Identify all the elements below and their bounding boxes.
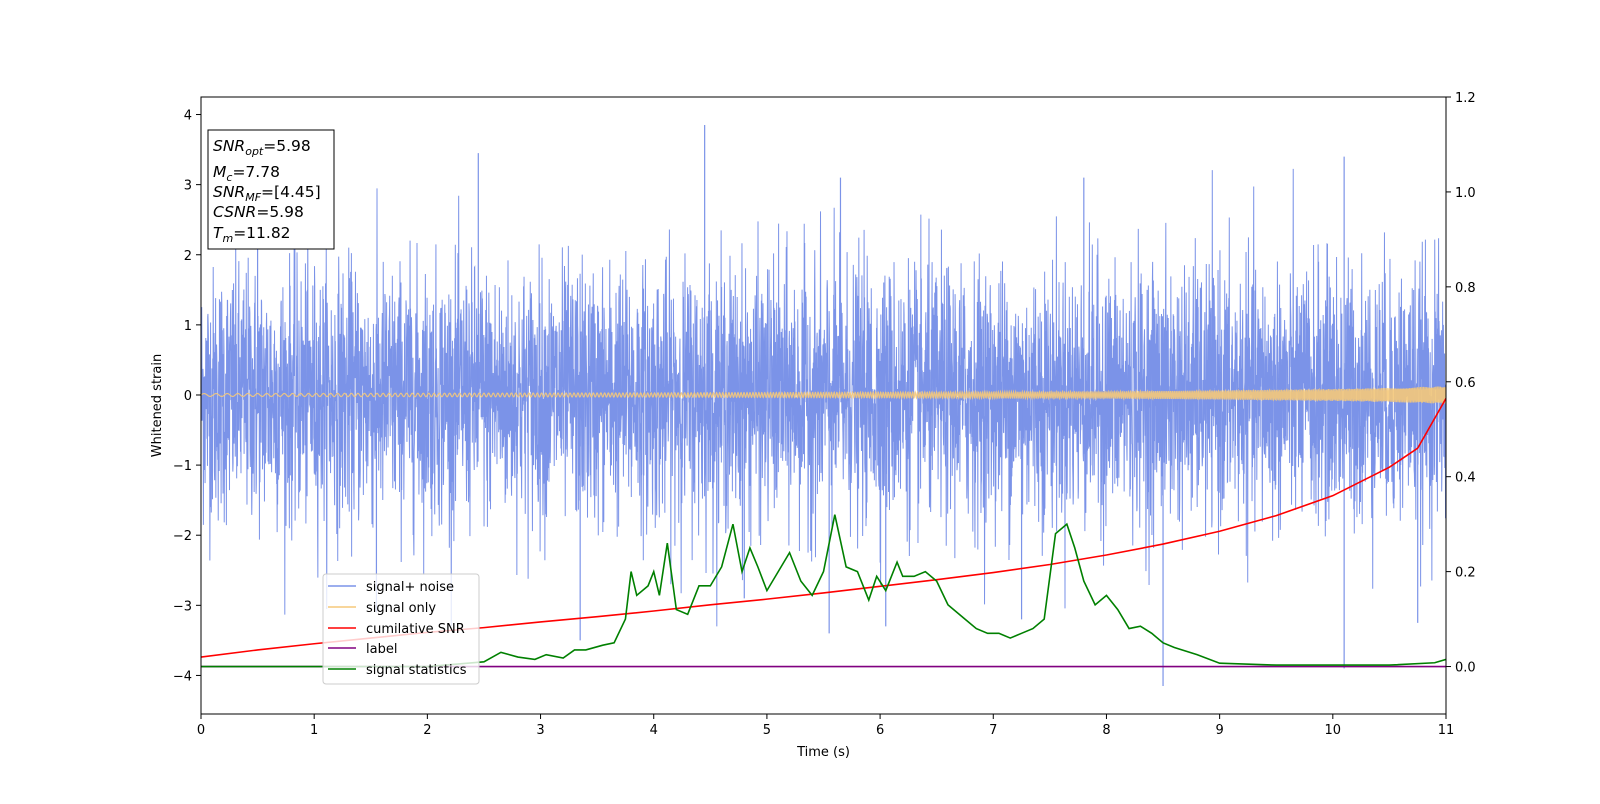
x-tick-label: 6 bbox=[876, 723, 884, 738]
axes-layer: 0 1 2 3 4 5 6 7 8 9 10 1143210−1−2−3−41.21.00.80.60… bbox=[173, 91, 1476, 738]
legend-label-signal-only: signal only bbox=[366, 601, 436, 616]
y2-tick-label: 0.8 bbox=[1455, 281, 1476, 296]
y-axis-label: Whitened strain bbox=[150, 354, 165, 457]
x-tick-label: 10 bbox=[1325, 723, 1342, 738]
y-tick-label: −1 bbox=[173, 459, 192, 474]
legend-label-signal-noise: signal+ noise bbox=[366, 580, 454, 595]
x-tick-label: 1 bbox=[310, 723, 318, 738]
snr-mf-text: SNRMF=[4.45] bbox=[213, 183, 321, 204]
series-signal-noise bbox=[201, 168, 1446, 627]
y2-tick-label: 1.2 bbox=[1455, 91, 1476, 106]
y2-tick-label: 0.0 bbox=[1455, 661, 1476, 676]
info-box: SNRopt=5.98 Mc=7.78 SNRMF=[4.45] CSNR=5.… bbox=[207, 129, 335, 250]
legend-frame bbox=[322, 573, 480, 685]
legend-label-cumulative-snr: cumilative SNR bbox=[366, 622, 465, 637]
y2-tick-label: 0.6 bbox=[1455, 376, 1476, 391]
series-signal-statistics bbox=[201, 514, 1446, 668]
merger-time-text: Tm=11.82 bbox=[213, 224, 291, 245]
legend: signal+ noise signal only cumilative SNR… bbox=[322, 573, 480, 685]
x-axis-label: Time (s) bbox=[796, 745, 850, 760]
chirp-mass-text: Mc=7.78 bbox=[213, 163, 280, 184]
legend-label-label: label bbox=[366, 642, 397, 657]
x-tick-label: 9 bbox=[1215, 723, 1223, 738]
y-tick-label: 1 bbox=[184, 319, 192, 334]
y2-tick-label: 1.0 bbox=[1455, 186, 1476, 201]
y-tick-label: 2 bbox=[184, 249, 192, 264]
x-tick-label: 2 bbox=[423, 723, 431, 738]
x-tick-label: 5 bbox=[763, 723, 771, 738]
x-tick-label: 11 bbox=[1438, 723, 1455, 738]
y-tick-label: −4 bbox=[173, 669, 192, 684]
y2-tick-label: 0.2 bbox=[1455, 566, 1476, 581]
y-tick-label: −3 bbox=[173, 599, 192, 614]
x-tick-label: 7 bbox=[989, 723, 997, 738]
info-box-frame bbox=[207, 129, 335, 250]
legend-label-signal-statistics: signal statistics bbox=[366, 663, 467, 678]
plot-frame bbox=[200, 96, 1447, 715]
y-tick-label: 4 bbox=[184, 109, 192, 124]
y-tick-label: 0 bbox=[184, 389, 192, 404]
series-signal-only bbox=[201, 386, 1446, 404]
x-tick-label: 4 bbox=[650, 723, 658, 738]
y-tick-label: −2 bbox=[173, 529, 192, 544]
x-tick-label: 0 bbox=[197, 723, 205, 738]
snr-opt-text: SNRopt=5.98 bbox=[213, 137, 311, 158]
y-tick-label: 3 bbox=[184, 179, 192, 194]
y2-tick-label: 0.4 bbox=[1455, 471, 1476, 486]
x-tick-label: 8 bbox=[1102, 723, 1110, 738]
x-tick-label: 3 bbox=[536, 723, 544, 738]
csnr-text: CSNR=5.98 bbox=[213, 203, 304, 221]
